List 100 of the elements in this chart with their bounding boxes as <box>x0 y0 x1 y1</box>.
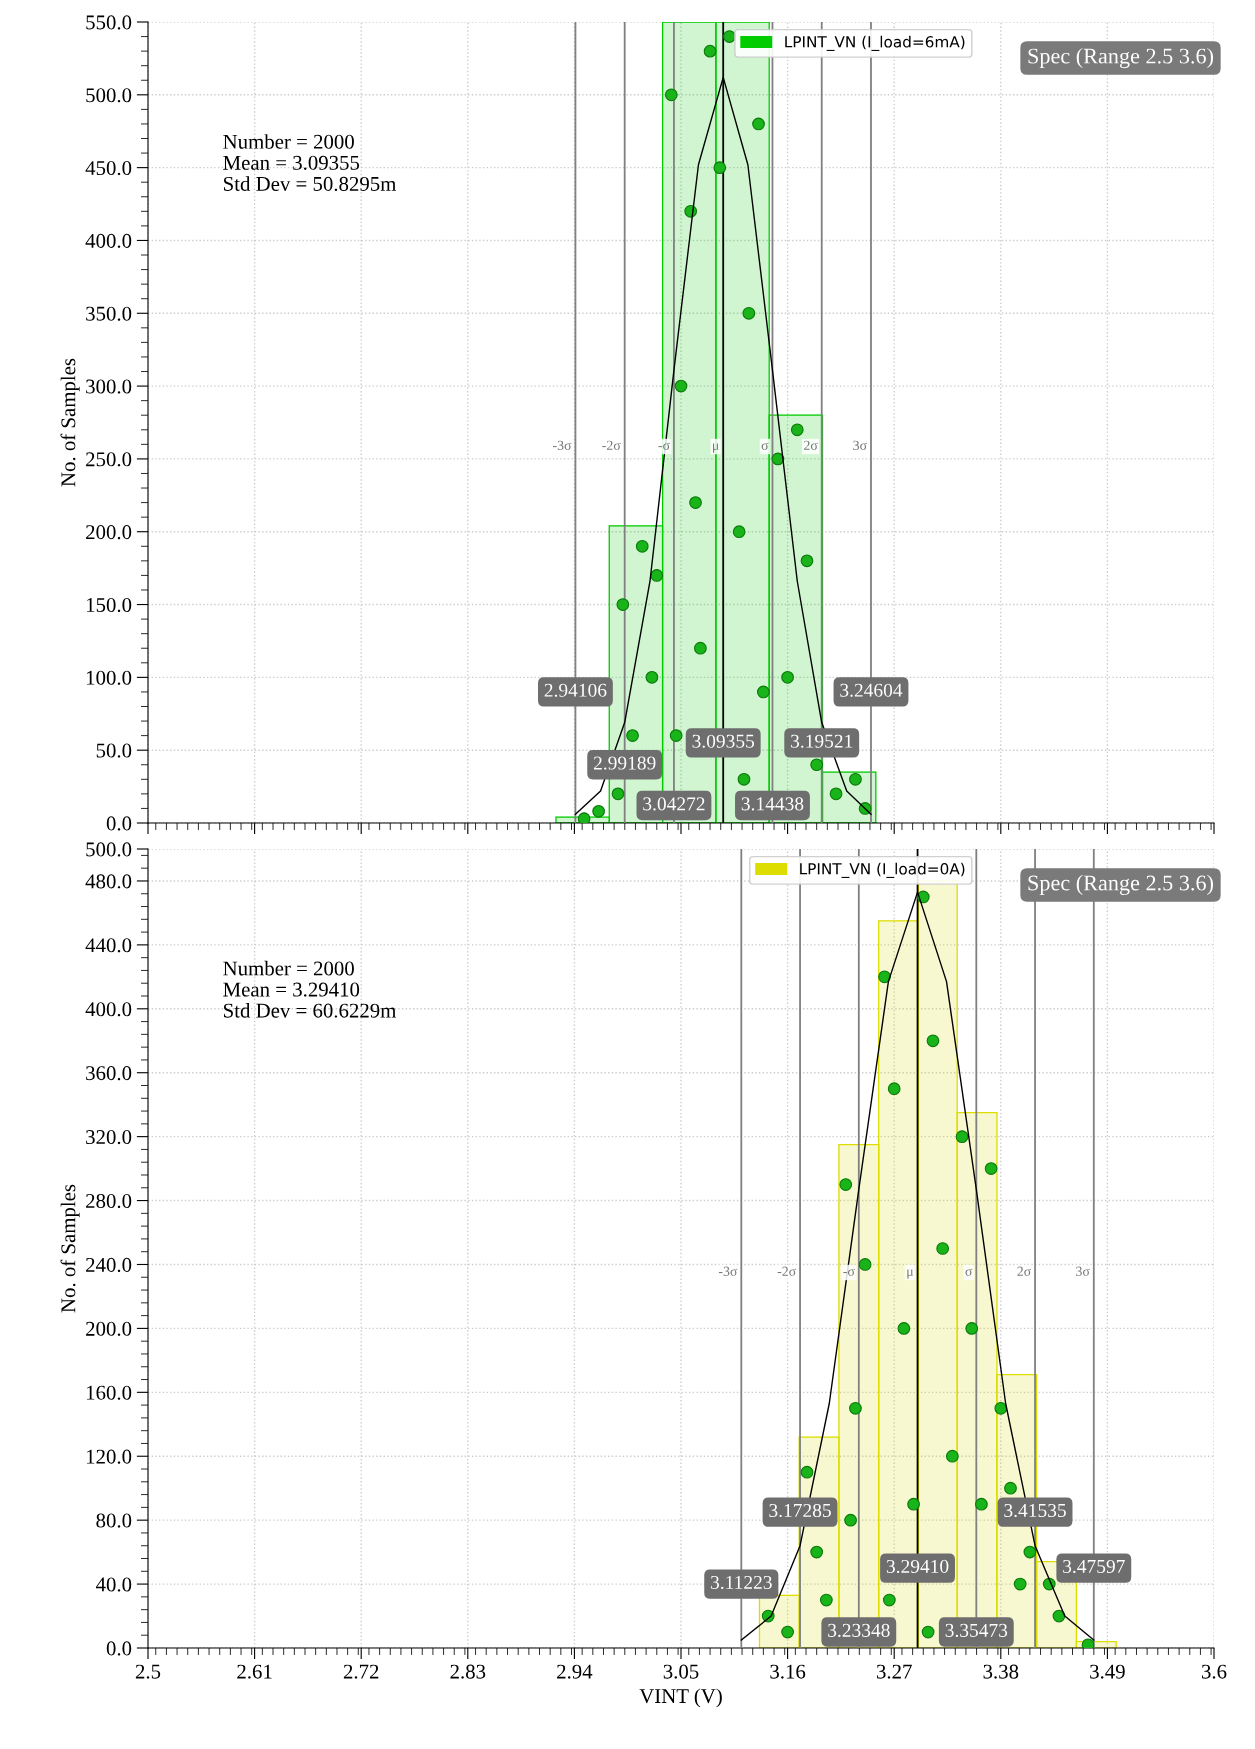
point <box>810 1545 824 1559</box>
ref-line-label: -2σ <box>602 440 621 451</box>
point <box>839 1178 853 1191</box>
point <box>800 554 814 568</box>
ref-line-label: -3σ <box>553 440 572 451</box>
point <box>674 379 688 393</box>
point <box>819 1593 833 1607</box>
y-tick-label: 440.0 <box>85 938 132 953</box>
point <box>713 161 727 175</box>
point <box>897 1322 911 1335</box>
point <box>645 670 659 684</box>
point <box>650 569 664 582</box>
y-tick-label: 150.0 <box>86 597 132 613</box>
x-tick-label: 2.83 <box>450 1664 486 1679</box>
annotation: 3.19521 <box>791 734 853 748</box>
annotation: Number = 2000 Mean = 3.09355 Std Dev = 50.8295m <box>223 134 397 192</box>
ref-line-label: -σ <box>658 442 670 451</box>
annotation: Spec (Range 2.5 3.6) <box>1028 874 1214 896</box>
x-axis-title: VINT (V) <box>639 1688 722 1708</box>
x-tick-label: 2.61 <box>237 1664 272 1679</box>
point <box>878 970 891 984</box>
legend-label: LPINT_VN (I_load=0A) <box>800 862 965 878</box>
point <box>1023 1545 1037 1559</box>
annotation: 3.24604 <box>840 683 903 697</box>
x-tick-label: 3.6 <box>1201 1664 1227 1679</box>
point <box>858 1258 872 1271</box>
annotation: 3.47597 <box>1063 1559 1125 1574</box>
point <box>742 306 756 320</box>
point <box>635 539 649 553</box>
y-tick-label: 0.0 <box>106 816 132 831</box>
annotation: 3.09355 <box>692 734 755 748</box>
annotation: 3.11223 <box>711 1575 772 1590</box>
y-tick-label: 200.0 <box>86 525 132 540</box>
ref-line-label: 2σ <box>1017 1266 1031 1276</box>
annotation: 3.14438 <box>741 797 804 811</box>
point <box>849 772 862 786</box>
point <box>790 423 804 437</box>
y-tick-label: 0.0 <box>106 1641 132 1656</box>
annotation: Number = 2000 Mean = 3.29410 Std Dev = 60.6229m <box>223 960 397 1018</box>
point <box>844 1513 857 1527</box>
y-tick-label: 550.0 <box>86 15 132 30</box>
y-tick-label: 200.0 <box>86 1321 132 1336</box>
ref-line-label: -σ <box>843 1268 855 1276</box>
point <box>849 1401 862 1415</box>
ref-line-label: σ <box>761 442 769 451</box>
ref-line-label: μ <box>713 443 719 453</box>
point <box>1052 1609 1066 1623</box>
x-tick-label: 3.16 <box>770 1664 806 1679</box>
point <box>907 1497 920 1511</box>
point <box>737 772 751 786</box>
point <box>921 1625 935 1639</box>
point <box>611 787 625 801</box>
y-tick-label: 450.0 <box>85 161 132 176</box>
annotation: 3.04272 <box>643 797 705 811</box>
y-tick-label: 80.0 <box>96 1513 132 1528</box>
legend-label: LPINT_VN (I_load=6mA) <box>785 35 965 51</box>
annotation: 3.41535 <box>1004 1503 1066 1518</box>
y-axis-title: No. of Samples <box>60 358 80 487</box>
point <box>592 804 605 818</box>
point <box>829 787 843 801</box>
x-tick-label: 2.94 <box>557 1664 593 1679</box>
y-tick-label: 40.0 <box>95 1577 132 1592</box>
point <box>945 1449 959 1463</box>
y-tick-label: 400.0 <box>85 1002 132 1017</box>
annotation: 3.17285 <box>769 1503 831 1518</box>
x-tick-label: 2.5 <box>135 1664 161 1679</box>
y-tick-label: 320.0 <box>86 1130 132 1145</box>
point <box>1013 1577 1027 1591</box>
x-tick-label: 3.05 <box>663 1664 699 1679</box>
point <box>669 729 683 742</box>
y-tick-label: 240.0 <box>86 1257 132 1272</box>
point <box>887 1082 901 1096</box>
y-tick-label: 400.0 <box>85 233 132 248</box>
point <box>955 1130 969 1144</box>
y-tick-label: 280.0 <box>86 1193 132 1209</box>
y-tick-label: 120.0 <box>86 1449 132 1464</box>
ref-line-label: 3σ <box>1076 1266 1090 1276</box>
point <box>781 670 794 684</box>
y-tick-label: 350.0 <box>86 306 132 321</box>
point <box>994 1401 1008 1415</box>
point <box>926 1034 940 1048</box>
annotation: 3.23348 <box>828 1623 890 1637</box>
point <box>936 1242 950 1255</box>
y-axis-title: No. of Samples <box>60 1184 80 1313</box>
y-tick-label: 50.0 <box>96 743 132 758</box>
y-tick-label: 100.0 <box>86 670 132 685</box>
y-tick-label: 500.0 <box>86 842 132 857</box>
y-tick-label: 480.0 <box>85 874 132 889</box>
y-tick-label: 300.0 <box>86 379 132 394</box>
point <box>757 685 770 699</box>
annotation: 3.35473 <box>945 1623 1008 1637</box>
ref-line-label: 2σ <box>804 440 818 451</box>
point <box>577 812 591 823</box>
point <box>800 1465 814 1479</box>
x-tick-label: 3.49 <box>1090 1664 1125 1679</box>
point <box>616 598 630 611</box>
point <box>752 117 765 131</box>
y-tick-label: 250.0 <box>86 452 132 467</box>
ref-line-label: -2σ <box>777 1266 796 1276</box>
ref-line-label: -3σ <box>718 1266 738 1276</box>
